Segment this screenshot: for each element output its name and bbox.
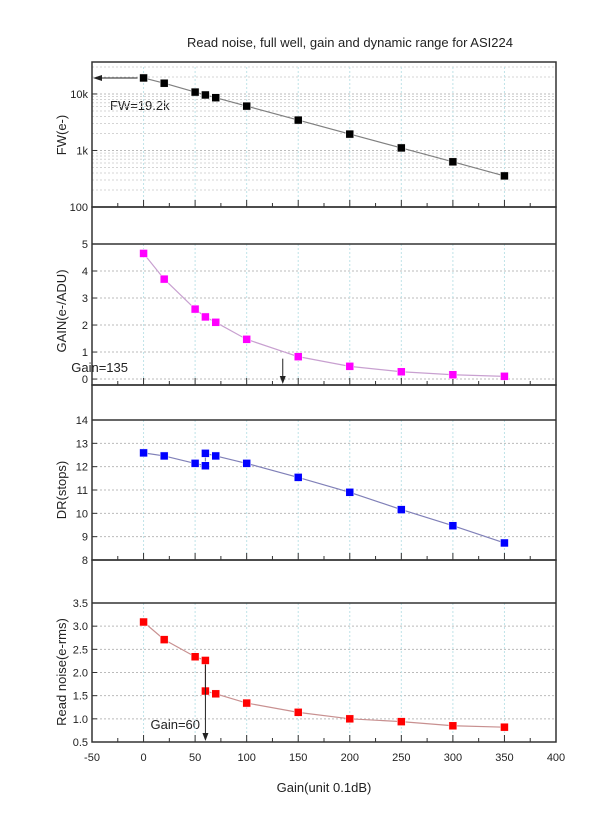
y-tick-label: 2.5 [73, 644, 88, 656]
y-tick-label: 3.0 [73, 621, 88, 633]
x-tick-label: 100 [237, 752, 255, 764]
panel-frame [91, 206, 557, 386]
x-tick-label: 300 [444, 752, 462, 764]
data-point [345, 488, 355, 497]
data-point [242, 335, 251, 344]
y-tick-label: 9 [82, 532, 88, 544]
data-point [293, 708, 303, 717]
data-point [345, 129, 355, 139]
data-point [139, 249, 148, 258]
data-point [211, 93, 220, 102]
panel-frame [91, 559, 557, 743]
data-point [190, 652, 200, 661]
annotation-arrowhead [202, 733, 209, 741]
x-tick-label: 400 [547, 752, 565, 764]
data-point [500, 538, 509, 548]
data-point [242, 698, 251, 708]
data-point [448, 370, 458, 379]
data-point [159, 78, 169, 88]
x-tick-label: 350 [495, 752, 513, 764]
x-tick-label: 250 [392, 752, 410, 764]
x-axis-label: Gain(unit 0.1dB) [277, 780, 372, 795]
y-tick-label: 3 [82, 293, 88, 305]
x-tick-label: 150 [289, 752, 307, 764]
data-point [211, 451, 220, 461]
data-point [139, 617, 148, 627]
data-point [500, 722, 509, 732]
data-point [201, 449, 210, 458]
data-point [397, 143, 406, 153]
y-tick-label: 12 [76, 462, 88, 474]
y-tick-label: 13 [76, 438, 88, 450]
x-tick-label: 200 [341, 752, 359, 764]
data-point [159, 451, 169, 461]
data-point [293, 115, 303, 125]
data-point [190, 304, 200, 314]
data-point [500, 171, 509, 181]
y-tick-label: 2 [82, 320, 88, 332]
y-tick-label: 2.0 [73, 668, 88, 680]
series-line [143, 452, 505, 544]
data-point [397, 505, 406, 514]
y-tick-label: 1k [76, 145, 88, 157]
data-point [159, 635, 169, 644]
data-point [159, 274, 169, 284]
y-tick-label: 0.5 [73, 737, 88, 749]
y-tick-label: 0 [82, 374, 88, 386]
y-tick-label: 1.5 [73, 691, 88, 703]
y-tick-label: 10k [70, 89, 88, 101]
y-tick-label: 4 [82, 266, 88, 278]
data-point [448, 721, 458, 731]
data-point [293, 473, 303, 482]
data-point [190, 459, 200, 468]
data-point [397, 367, 406, 377]
y-axis-label-fw: FW(e-) [54, 115, 69, 155]
x-tick-label: 0 [140, 752, 146, 764]
data-point [345, 714, 355, 724]
annotation-arrowhead [279, 376, 286, 384]
data-point [500, 372, 509, 381]
data-point [345, 362, 355, 371]
data-point [201, 312, 210, 322]
data-point [242, 101, 251, 111]
series-line [143, 253, 505, 377]
y-tick-label: 1.0 [73, 714, 88, 726]
y-tick-label: 8 [82, 555, 88, 567]
x-tick-label: 50 [189, 752, 201, 764]
panel-frame [91, 384, 557, 561]
x-tick-label: -50 [84, 752, 100, 764]
data-point [211, 689, 220, 699]
annotation-gain-135: Gain=135 [71, 360, 128, 375]
y-tick-label: 1 [82, 347, 88, 359]
y-tick-label: 14 [76, 415, 88, 427]
data-point [201, 656, 210, 665]
series-line [143, 621, 505, 728]
y-tick-label: 3.5 [73, 598, 88, 610]
data-point [397, 717, 406, 726]
data-point [448, 521, 458, 530]
chart-title: Read noise, full well, gain and dynamic … [187, 35, 513, 50]
y-axis-label-read-noise: Read noise(e-rms) [54, 618, 69, 726]
data-point [293, 352, 303, 361]
y-axis-label-dr: DR(stops) [54, 461, 69, 520]
annotation-gain-60: Gain=60 [150, 717, 200, 732]
data-point [448, 157, 458, 167]
data-point [211, 318, 220, 327]
data-point [201, 461, 210, 470]
data-point [242, 459, 251, 468]
y-tick-label: 11 [77, 485, 88, 497]
y-tick-label: 100 [70, 202, 88, 214]
data-point [139, 448, 148, 458]
annotation-arrowhead [93, 74, 102, 81]
annotation-fw: FW=19.2k [110, 98, 170, 113]
data-point [201, 90, 210, 100]
y-axis-label-gain: GAIN(e-/ADU) [54, 269, 69, 352]
y-tick-label: 10 [76, 508, 88, 520]
y-tick-label: 5 [82, 239, 88, 251]
data-point [139, 73, 148, 83]
data-point [190, 87, 200, 97]
